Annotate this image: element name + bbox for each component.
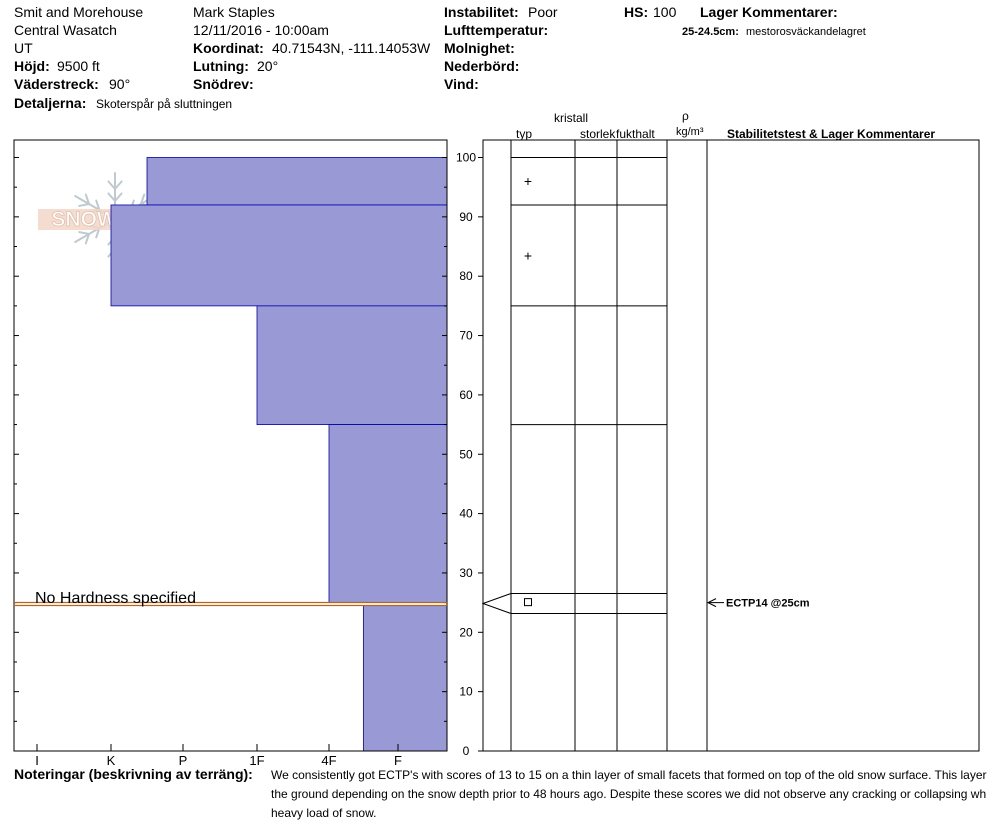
range-name: Central Wasatch bbox=[14, 22, 117, 38]
observation-datetime: 12/11/2016 - 10:00am bbox=[193, 22, 329, 38]
precip-label: Nederbörd: bbox=[444, 58, 520, 74]
hardness-frame bbox=[13, 139, 448, 752]
facet-square-icon bbox=[524, 598, 532, 607]
depth-tick-label: 20 bbox=[459, 625, 473, 639]
depth-tick-label: 70 bbox=[459, 329, 473, 343]
notes-line: We consistently got ECTP's with scores o… bbox=[271, 768, 987, 782]
crystal-table-rows bbox=[481, 157, 667, 614]
depth-axis: 0 10 20 30 40 50 60 70 80 90 100 bbox=[14, 151, 483, 758]
grain-symbol: + bbox=[524, 173, 532, 189]
instability-value: Poor bbox=[528, 4, 558, 20]
details-label: Detaljerna: bbox=[14, 95, 87, 111]
instability-label: Instabilitet: bbox=[444, 4, 519, 20]
hardness-bar bbox=[256, 305, 448, 425]
depth-tick-label: 40 bbox=[459, 507, 473, 521]
notes-text: We consistently got ECTP's with scores o… bbox=[271, 766, 994, 826]
col-stability-header: Stabilitetstest & Lager Kommentarer bbox=[727, 127, 936, 141]
coordinate-value: 40.71543N, -111.14053W bbox=[272, 40, 431, 56]
details-value: Skoterspår på sluttningen bbox=[96, 97, 233, 111]
hardness-tick-label: F bbox=[394, 753, 402, 768]
arrow-left-icon bbox=[706, 598, 717, 608]
slope-value: 20° bbox=[257, 58, 279, 74]
elevation-value: 9500 ft bbox=[57, 58, 100, 74]
cloud-label: Molnighet: bbox=[444, 40, 515, 56]
depth-tick-label: 30 bbox=[459, 566, 473, 580]
grain-symbols: ++ bbox=[524, 173, 532, 607]
col-density-unit: kg/m³ bbox=[676, 126, 704, 138]
drift-label: Snödrev: bbox=[193, 76, 254, 92]
depth-tick-label: 90 bbox=[459, 210, 473, 224]
hardness-tick-label: 1F bbox=[249, 753, 264, 768]
col-crystal-header: kristall bbox=[554, 111, 589, 125]
layer-comment-range: 25-24.5cm: bbox=[682, 26, 739, 38]
hardness-bar bbox=[363, 605, 448, 752]
hardness-bar bbox=[146, 157, 448, 206]
location-name: Smit and Morehouse bbox=[14, 4, 144, 20]
depth-tick-label: 50 bbox=[459, 447, 473, 461]
aspect-value: 90° bbox=[109, 76, 131, 92]
notes-line: the ground depending on the snow depth p… bbox=[271, 787, 987, 801]
hardness-bar bbox=[110, 204, 448, 307]
hs-value: 100 bbox=[653, 4, 677, 20]
stability-tests: ECTP14 @25cm bbox=[706, 598, 810, 610]
hs-label: HS: bbox=[624, 4, 649, 20]
air-temp-label: Lufttemperatur: bbox=[444, 22, 549, 38]
layer-comment-text: mestorosväckandelagret bbox=[746, 26, 866, 38]
depth-tick-label: 80 bbox=[459, 269, 473, 283]
col-type-header: typ bbox=[516, 127, 533, 141]
crystal-table-frame bbox=[482, 139, 980, 752]
hardness-tick-label: 4F bbox=[321, 753, 336, 768]
crystal-table-columns bbox=[510, 140, 708, 751]
col-size-header: storlek bbox=[580, 127, 616, 141]
hardness-axis: I K P 1F 4F F bbox=[35, 744, 402, 768]
coordinate-label: Koordinat: bbox=[193, 40, 264, 56]
elevation-label: Höjd: bbox=[14, 58, 50, 74]
hardness-bar bbox=[328, 424, 448, 604]
hardness-tick-label: P bbox=[179, 753, 188, 768]
grain-symbol: + bbox=[524, 247, 532, 263]
layer-comments-label: Lager Kommentarer: bbox=[700, 4, 838, 20]
depth-tick-label: 10 bbox=[459, 685, 473, 699]
weak-layer-connector bbox=[481, 593, 512, 614]
notes-line: heavy load of snow. bbox=[271, 806, 377, 820]
aspect-label: Väderstreck: bbox=[14, 76, 99, 92]
depth-tick-label: 100 bbox=[456, 151, 476, 165]
hardness-layers bbox=[110, 157, 448, 752]
col-rho-header: ρ bbox=[682, 109, 689, 123]
col-moisture-header: fukthalt bbox=[616, 127, 655, 141]
stability-test-label: ECTP14 @25cm bbox=[726, 598, 810, 610]
hardness-tick-label: I bbox=[35, 753, 39, 768]
notes-label: Noteringar (beskrivning av terräng): bbox=[14, 766, 253, 782]
wind-label: Vind: bbox=[444, 76, 479, 92]
no-hardness-label: No Hardness specified bbox=[35, 590, 196, 607]
depth-tick-label: 0 bbox=[463, 744, 470, 758]
slope-label: Lutning: bbox=[193, 58, 249, 74]
observer-name: Mark Staples bbox=[193, 4, 275, 20]
hardness-tick-label: K bbox=[107, 753, 116, 768]
state-name: UT bbox=[14, 40, 33, 56]
depth-tick-label: 60 bbox=[459, 388, 473, 402]
